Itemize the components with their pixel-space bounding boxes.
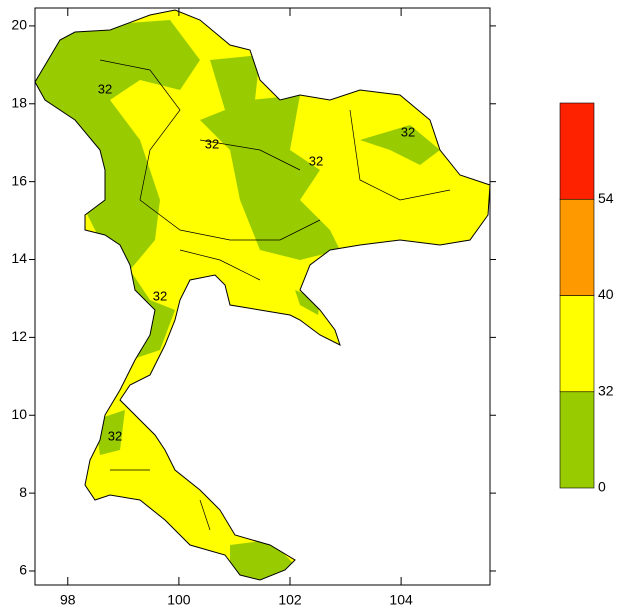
y-tick-label: 10 bbox=[11, 406, 27, 422]
y-tick-label: 16 bbox=[11, 172, 27, 188]
y-tick-label: 18 bbox=[11, 94, 27, 110]
x-tick-label: 98 bbox=[60, 592, 76, 608]
colorbar-label: 40 bbox=[598, 286, 614, 302]
y-tick-label: 20 bbox=[11, 17, 27, 33]
contour-label: 32 bbox=[98, 81, 112, 96]
contour-label: 32 bbox=[108, 428, 122, 443]
green-region bbox=[200, 95, 340, 260]
green-region bbox=[210, 55, 260, 110]
y-tick-label: 14 bbox=[11, 250, 27, 266]
coastline bbox=[34, 9, 491, 581]
colorbar-segment bbox=[559, 102, 595, 200]
green-region bbox=[295, 290, 320, 315]
contour-label: 32 bbox=[309, 153, 323, 168]
x-tick-label: 102 bbox=[278, 592, 302, 608]
x-tick-label: 100 bbox=[167, 592, 191, 608]
y-tick-label: 6 bbox=[19, 562, 27, 578]
x-tick-label: 104 bbox=[389, 592, 413, 608]
colorbar-label: 0 bbox=[598, 479, 606, 495]
colorbar-label: 54 bbox=[598, 190, 614, 206]
colorbar-segment bbox=[559, 391, 595, 489]
colorbar-segment bbox=[559, 295, 595, 393]
contour-label: 32 bbox=[153, 288, 167, 303]
colorbar-segment bbox=[559, 198, 595, 296]
green-region bbox=[35, 20, 200, 360]
y-tick-label: 8 bbox=[19, 484, 27, 500]
contour-label: 32 bbox=[205, 136, 219, 151]
green-region bbox=[360, 125, 440, 165]
y-tick-label: 12 bbox=[11, 328, 27, 344]
colorbar-label: 32 bbox=[598, 382, 614, 398]
contour-label: 32 bbox=[401, 124, 415, 139]
